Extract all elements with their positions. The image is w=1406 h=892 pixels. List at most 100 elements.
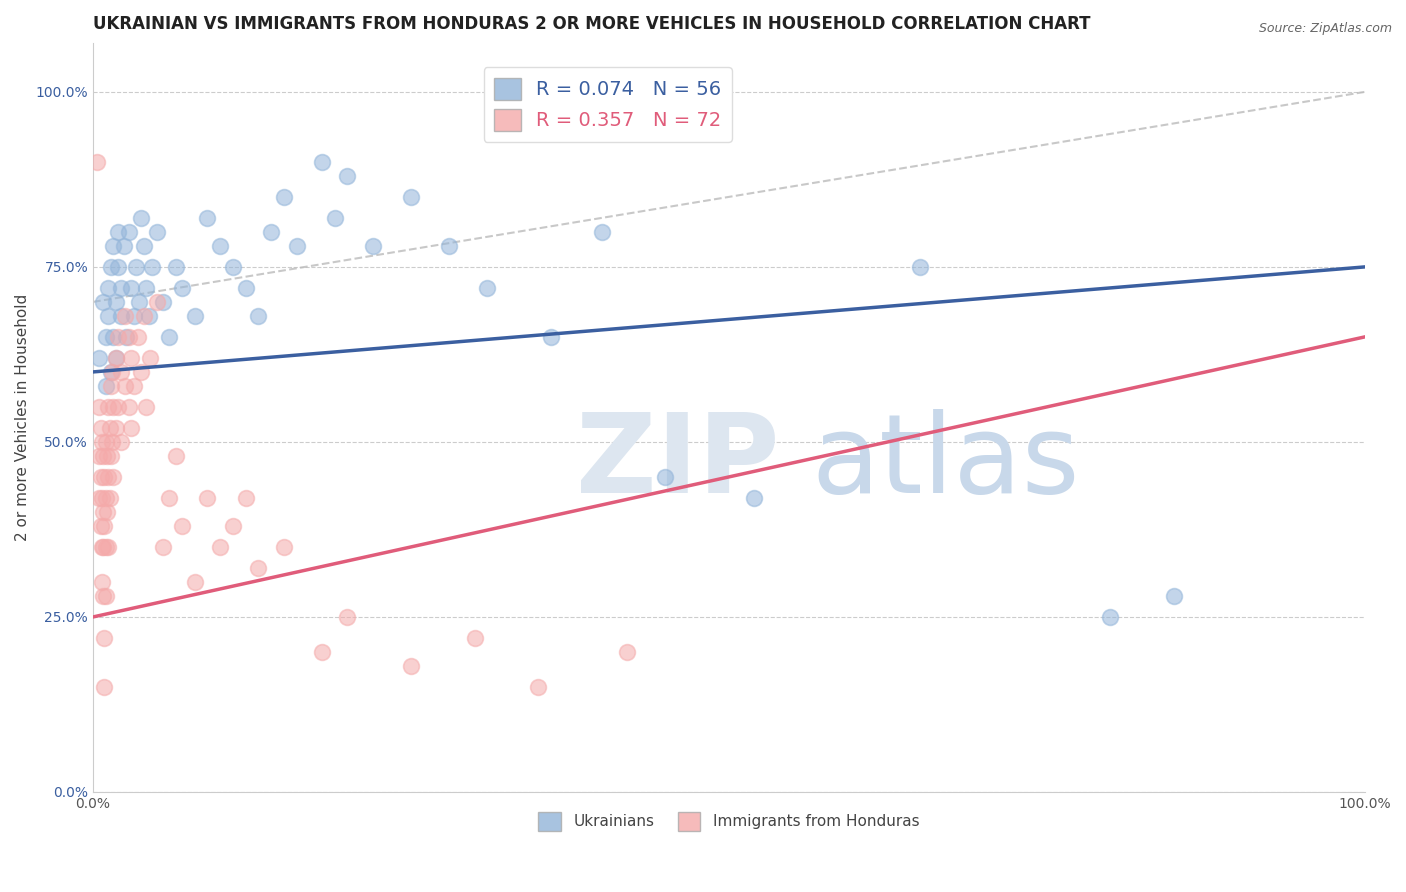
Point	[285, 239, 308, 253]
Point	[209, 540, 232, 554]
Point	[152, 294, 174, 309]
Point	[93, 631, 115, 645]
Point	[260, 225, 283, 239]
Legend: Ukrainians, Immigrants from Honduras: Ukrainians, Immigrants from Honduras	[533, 805, 925, 837]
Point	[235, 281, 257, 295]
Point	[94, 540, 117, 554]
Point	[91, 434, 114, 449]
Point	[89, 351, 111, 365]
Point	[112, 239, 135, 253]
Point	[120, 281, 142, 295]
Point	[90, 470, 112, 484]
Point	[91, 505, 114, 519]
Point	[103, 470, 125, 484]
Point	[165, 449, 187, 463]
Point	[247, 309, 270, 323]
Point	[110, 309, 132, 323]
Point	[145, 294, 167, 309]
Point	[91, 449, 114, 463]
Point	[117, 400, 139, 414]
Point	[170, 519, 193, 533]
Point	[97, 309, 120, 323]
Point	[91, 491, 114, 505]
Point	[91, 540, 114, 554]
Point	[132, 239, 155, 253]
Point	[1099, 610, 1122, 624]
Point	[273, 190, 295, 204]
Point	[97, 281, 120, 295]
Point	[540, 330, 562, 344]
Point	[157, 491, 180, 505]
Point	[96, 449, 118, 463]
Point	[527, 680, 550, 694]
Point	[311, 645, 333, 659]
Point	[323, 211, 346, 225]
Point	[131, 211, 153, 225]
Point	[197, 491, 219, 505]
Point	[399, 659, 422, 673]
Point	[110, 434, 132, 449]
Point	[336, 610, 359, 624]
Y-axis label: 2 or more Vehicles in Household: 2 or more Vehicles in Household	[15, 293, 30, 541]
Point	[197, 211, 219, 225]
Point	[100, 379, 122, 393]
Point	[103, 400, 125, 414]
Point	[361, 239, 384, 253]
Point	[91, 589, 114, 603]
Point	[184, 574, 207, 589]
Point	[97, 540, 120, 554]
Point	[336, 169, 359, 183]
Point	[93, 680, 115, 694]
Point	[157, 330, 180, 344]
Point	[209, 239, 232, 253]
Point	[100, 449, 122, 463]
Point	[104, 351, 127, 365]
Point	[120, 421, 142, 435]
Point	[273, 540, 295, 554]
Point	[122, 379, 145, 393]
Point	[89, 491, 111, 505]
Point	[132, 309, 155, 323]
Point	[94, 434, 117, 449]
Point	[114, 379, 136, 393]
Point	[107, 330, 129, 344]
Point	[101, 434, 124, 449]
Point	[742, 491, 765, 505]
Point	[117, 225, 139, 239]
Point	[616, 645, 638, 659]
Point	[141, 260, 163, 274]
Point	[100, 365, 122, 379]
Point	[135, 400, 157, 414]
Point	[908, 260, 931, 274]
Text: Source: ZipAtlas.com: Source: ZipAtlas.com	[1258, 22, 1392, 36]
Point	[104, 351, 127, 365]
Point	[311, 155, 333, 169]
Point	[96, 505, 118, 519]
Point	[86, 155, 108, 169]
Point	[94, 589, 117, 603]
Point	[94, 491, 117, 505]
Point	[152, 540, 174, 554]
Point	[477, 281, 499, 295]
Point	[90, 519, 112, 533]
Point	[93, 470, 115, 484]
Point	[235, 491, 257, 505]
Point	[97, 470, 120, 484]
Point	[98, 421, 121, 435]
Point	[122, 309, 145, 323]
Point	[91, 540, 114, 554]
Text: ZIP: ZIP	[576, 409, 780, 516]
Text: UKRAINIAN VS IMMIGRANTS FROM HONDURAS 2 OR MORE VEHICLES IN HOUSEHOLD CORRELATIO: UKRAINIAN VS IMMIGRANTS FROM HONDURAS 2 …	[93, 15, 1091, 33]
Point	[591, 225, 613, 239]
Point	[98, 491, 121, 505]
Point	[107, 400, 129, 414]
Point	[1163, 589, 1185, 603]
Point	[107, 225, 129, 239]
Point	[170, 281, 193, 295]
Point	[165, 260, 187, 274]
Point	[100, 260, 122, 274]
Point	[91, 574, 114, 589]
Point	[125, 260, 148, 274]
Point	[139, 351, 162, 365]
Point	[94, 379, 117, 393]
